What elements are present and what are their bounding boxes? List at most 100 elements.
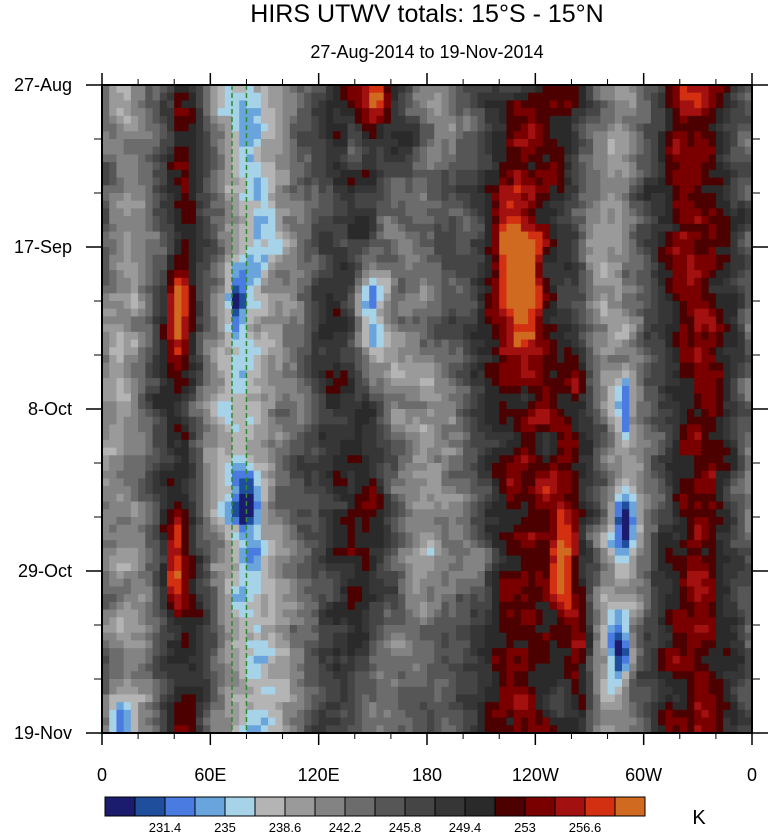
heatmap-cell	[195, 478, 204, 487]
heatmap-cell	[130, 216, 139, 225]
heatmap-cell	[362, 339, 370, 348]
heatmap-cell	[405, 293, 414, 302]
heatmap-cell	[282, 316, 291, 325]
heatmap-cell	[571, 501, 580, 510]
heatmap-cell	[419, 223, 428, 233]
heatmap-cell	[297, 355, 305, 364]
heatmap-cell	[658, 139, 666, 148]
heatmap-cell	[311, 262, 320, 271]
heatmap-cell	[354, 277, 363, 287]
heatmap-cell	[636, 385, 645, 395]
heatmap-cell	[268, 493, 276, 503]
heatmap-cell	[463, 254, 471, 264]
heatmap-cell	[195, 223, 204, 233]
heatmap-cell	[520, 285, 529, 294]
heatmap-cell	[130, 301, 139, 310]
heatmap-cell	[665, 177, 674, 186]
heatmap-cell	[203, 277, 211, 287]
heatmap-cell	[376, 85, 385, 94]
heatmap-cell	[167, 362, 175, 372]
heatmap-cell	[138, 324, 146, 333]
heatmap-cell	[116, 239, 125, 248]
heatmap-cell	[427, 439, 435, 449]
heatmap-cell	[730, 139, 739, 148]
heatmap-cell	[571, 92, 580, 102]
heatmap-cell	[253, 162, 262, 171]
heatmap-cell	[275, 416, 284, 426]
heatmap-cell	[513, 216, 522, 225]
heatmap-cell	[708, 277, 717, 287]
heatmap-cell	[333, 447, 341, 456]
heatmap-cell	[484, 362, 493, 372]
heatmap-cell	[297, 393, 305, 402]
heatmap-cell	[708, 463, 717, 472]
heatmap-cell	[268, 509, 276, 518]
heatmap-cell	[549, 470, 558, 480]
heatmap-cell	[715, 455, 724, 464]
heatmap-cell	[130, 463, 139, 472]
heatmap-cell	[528, 401, 536, 410]
heatmap-cell	[658, 486, 666, 495]
heatmap-cell	[167, 108, 175, 117]
heatmap-cell	[318, 355, 327, 364]
heatmap-cell	[542, 247, 551, 256]
heatmap-cell	[246, 239, 255, 248]
heatmap-cell	[167, 247, 175, 256]
heatmap-cell	[571, 247, 580, 256]
heatmap-cell	[318, 285, 327, 294]
heatmap-cell	[130, 231, 139, 240]
heatmap-cell	[246, 347, 255, 356]
heatmap-cell	[268, 223, 276, 233]
heatmap-cell	[484, 370, 493, 379]
heatmap-cell	[513, 308, 522, 318]
heatmap-cell	[593, 493, 601, 503]
heatmap-cell	[520, 447, 529, 456]
heatmap-cell	[672, 393, 681, 402]
heatmap-cell	[188, 100, 197, 109]
heatmap-cell	[730, 463, 739, 472]
heatmap-cell	[434, 139, 443, 148]
heatmap-cell	[210, 169, 219, 179]
heatmap-cell	[557, 185, 565, 194]
heatmap-cell	[383, 301, 392, 310]
heatmap-cell	[152, 270, 161, 279]
heatmap-cell	[441, 270, 450, 279]
heatmap-cell	[232, 115, 240, 125]
heatmap-cell	[650, 115, 659, 125]
heatmap-cell	[210, 231, 219, 240]
heatmap-cell	[405, 193, 414, 202]
heatmap-cell	[708, 154, 717, 163]
heatmap-cell	[130, 223, 139, 233]
heatmap-cell	[665, 285, 674, 294]
heatmap-cell	[347, 455, 356, 464]
heatmap-cell	[412, 146, 421, 156]
heatmap-cell	[347, 169, 356, 179]
heatmap-cell	[593, 254, 601, 264]
heatmap-cell	[571, 115, 580, 125]
heatmap-cell	[289, 216, 298, 225]
heatmap-cell	[203, 239, 211, 248]
heatmap-cell	[398, 200, 406, 210]
heatmap-cell	[694, 123, 703, 132]
heatmap-cell	[492, 439, 500, 449]
heatmap-cell	[427, 362, 435, 372]
heatmap-cell	[600, 177, 609, 186]
heatmap-cell	[376, 385, 385, 395]
heatmap-cell	[282, 347, 291, 356]
heatmap-cell	[600, 447, 609, 456]
heatmap-cell	[600, 339, 609, 348]
heatmap-cell	[549, 362, 558, 372]
heatmap-cell	[275, 177, 284, 186]
heatmap-cell	[116, 509, 125, 518]
heatmap-cell	[195, 493, 204, 503]
heatmap-cell	[650, 108, 659, 117]
heatmap-cell	[506, 208, 515, 217]
heatmap-cell	[102, 339, 110, 348]
heatmap-cell	[571, 447, 580, 456]
heatmap-cell	[369, 455, 378, 464]
heatmap-cell	[181, 139, 190, 148]
heatmap-cell	[130, 339, 139, 348]
heatmap-cell	[708, 362, 717, 372]
heatmap-cell	[297, 115, 305, 125]
heatmap-cell	[506, 247, 515, 256]
